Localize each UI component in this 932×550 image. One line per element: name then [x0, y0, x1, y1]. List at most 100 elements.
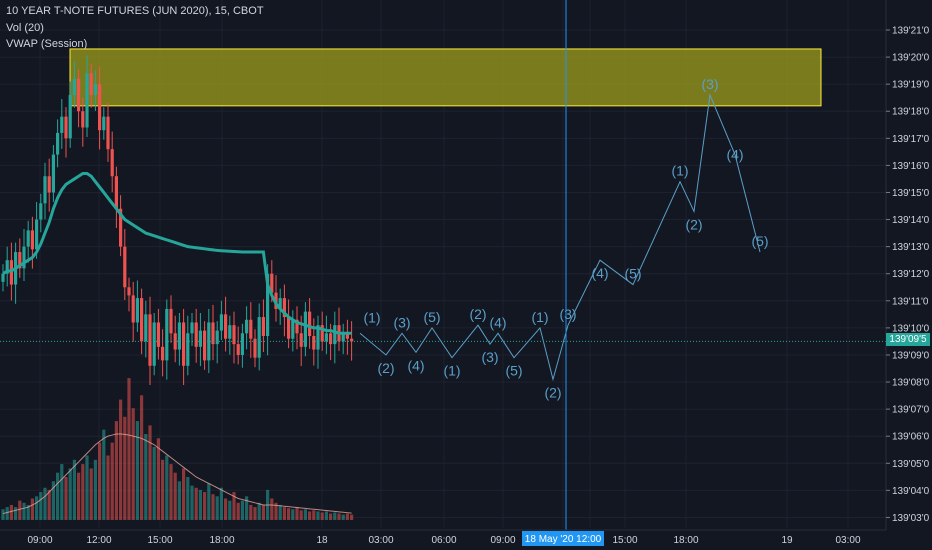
volume-bar: [316, 511, 320, 520]
volume-bars: [1, 378, 354, 520]
volume-bar: [119, 399, 123, 520]
candle-body: [186, 333, 190, 366]
resistance-zone-rect: [69, 48, 822, 107]
price-tick-label: 139'03'0: [892, 513, 930, 524]
volume-bar: [186, 477, 190, 520]
price-axis[interactable]: 139'21'0 139'20'0 139'19'0 139'18'0 139'17'0…: [885, 0, 930, 530]
candle-body: [30, 230, 34, 250]
price-tick-label: 139'08'0: [892, 378, 930, 389]
volume-bar: [56, 472, 60, 520]
volume-indicator-label[interactable]: Vol (20): [6, 22, 44, 34]
vwap-line: [2, 172, 352, 335]
candle-body: [190, 322, 194, 334]
volume-bar: [35, 496, 39, 520]
candle-body: [299, 333, 303, 347]
wave-path: [359, 93, 761, 382]
volume-bar: [64, 477, 68, 520]
candle-body: [324, 333, 328, 342]
wave-label: (4): [407, 357, 424, 373]
elliott-wave-projection[interactable]: (1) (2) (3) (4) (5) (1) (2) (3) (4) (5) (1) (2) (3) (…: [359, 76, 769, 400]
volume-bar: [308, 511, 312, 520]
price-tick-label: 139'13'0: [892, 242, 930, 253]
volume-bar: [228, 500, 232, 520]
candle-body: [144, 314, 148, 342]
volume-bar: [350, 514, 354, 520]
candle-body: [333, 325, 337, 345]
volume-bar: [5, 507, 9, 520]
candle-body: [278, 298, 282, 309]
candle-body: [215, 330, 219, 345]
volume-bar: [232, 492, 236, 520]
time-tick-label: 12:00: [86, 535, 111, 546]
volume-bar: [102, 429, 106, 520]
volume-bar: [194, 487, 198, 520]
candle-body: [68, 94, 72, 139]
vwap-path: [2, 172, 352, 335]
wave-label: (1): [671, 163, 688, 179]
candle-body: [198, 330, 202, 347]
volume-bar: [106, 455, 110, 520]
time-axis[interactable]: 09:00 12:00 15:00 18:00 18 03:00 06:00 09:00 15:…: [0, 529, 886, 546]
volume-bar: [177, 481, 181, 520]
candle-body: [282, 298, 286, 318]
candle-body: [207, 322, 211, 361]
price-tick-label: 139'06'0: [892, 432, 930, 443]
volume-bar: [173, 472, 177, 520]
candle-body: [257, 317, 261, 358]
volume-bar: [224, 498, 228, 520]
wave-label: (3): [701, 76, 718, 92]
candle-body: [287, 317, 291, 339]
volume-bar: [261, 504, 265, 520]
candle-body: [127, 287, 131, 296]
candle-body: [320, 325, 324, 342]
candle-body: [312, 336, 316, 350]
candle-body: [77, 78, 81, 112]
volume-bar: [140, 395, 144, 520]
wave-label: (5): [624, 266, 641, 282]
volume-bar: [341, 514, 345, 520]
volume-bar: [203, 492, 207, 520]
volume-ma-path: [2, 433, 352, 515]
wave-label: (1): [363, 309, 380, 325]
volume-bar: [127, 378, 131, 520]
volume-bar: [287, 508, 291, 520]
volume-bar: [312, 510, 316, 520]
volume-bar: [161, 459, 165, 520]
volume-bar: [291, 509, 295, 520]
volume-bar: [270, 498, 274, 520]
wave-label: (2): [685, 216, 702, 232]
price-tick-label: 139'09'0: [892, 350, 930, 361]
candle-body: [35, 219, 39, 250]
candle-body: [140, 298, 144, 342]
volume-bar: [236, 502, 240, 520]
wave-label: (5): [423, 309, 440, 325]
volume-bar: [152, 446, 156, 520]
candle-body: [81, 111, 85, 128]
wave-label: (4): [591, 265, 608, 281]
crosshair-time-label: 18 May '20 12:00: [525, 534, 602, 545]
wave-label: (1): [531, 309, 548, 325]
candle-body: [211, 322, 215, 345]
time-tick-label: 09:00: [27, 535, 52, 546]
candle-body: [106, 116, 110, 150]
candle-body: [102, 116, 106, 131]
candle-body: [203, 330, 207, 361]
resistance-zone[interactable]: [69, 48, 822, 107]
candle-body: [152, 322, 156, 366]
price-tick-label: 139'14'0: [892, 215, 930, 226]
price-tick-label: 139'07'0: [892, 405, 930, 416]
candle-body: [253, 338, 257, 358]
candle-body: [182, 322, 186, 366]
candle-body: [110, 149, 114, 177]
candle-body: [119, 208, 123, 247]
candle-body: [56, 132, 60, 155]
volume-bar: [240, 500, 244, 520]
candle-body: [64, 116, 68, 139]
candle-body: [341, 333, 345, 342]
volume-bar: [85, 455, 89, 520]
candle-body: [232, 325, 236, 345]
vwap-indicator-label[interactable]: VWAP (Session): [6, 38, 88, 50]
price-tick-label: 139'18'0: [892, 107, 930, 118]
crosshair-time-tag: [522, 531, 604, 546]
